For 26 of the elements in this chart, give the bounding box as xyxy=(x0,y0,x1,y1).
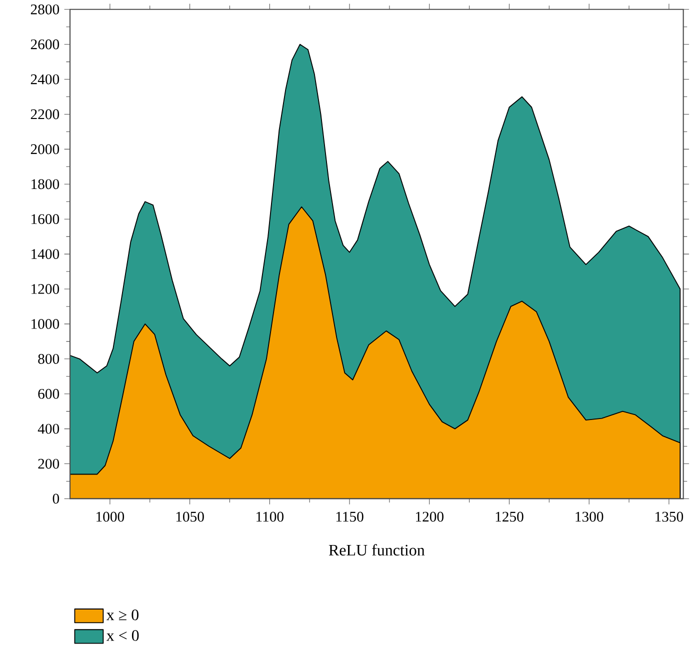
y-tick-label: 600 xyxy=(38,389,60,399)
y-tick-label: 2600 xyxy=(30,40,60,50)
x-tick-label: 1050 xyxy=(176,512,204,522)
x-tick-label: 1000 xyxy=(96,512,124,522)
x-tick-label: 1200 xyxy=(416,512,444,522)
y-tick-label: 1400 xyxy=(32,249,60,260)
x-tick-label: 1300 xyxy=(576,512,604,522)
x-tick-label: 1250 xyxy=(496,512,524,522)
y-tick-label: 2800 xyxy=(30,4,60,14)
y-tick-label: 2200 xyxy=(30,109,60,120)
y-tick-label: 1800 xyxy=(32,179,60,190)
legend-label: x < 0 xyxy=(106,630,139,642)
x-axis-title: ReLU function xyxy=(328,544,425,556)
y-tick-label: 2400 xyxy=(30,74,60,84)
y-tick-label: 800 xyxy=(38,354,60,364)
legend-label: x ≥ 0 xyxy=(106,610,138,620)
x-tick-label: 1350 xyxy=(656,512,684,522)
y-tick-label: 400 xyxy=(38,424,60,434)
y-tick-label: 1200 xyxy=(32,284,60,294)
x-tick-label: 1100 xyxy=(256,512,284,522)
y-tick-label: 1000 xyxy=(32,319,60,330)
y-tick-label: 1600 xyxy=(32,214,60,224)
y-tick-label: 0 xyxy=(52,494,60,504)
x-tick-label: 1150 xyxy=(336,512,364,522)
y-tick-label: 2000 xyxy=(30,144,60,154)
y-tick-label: 200 xyxy=(38,458,60,469)
